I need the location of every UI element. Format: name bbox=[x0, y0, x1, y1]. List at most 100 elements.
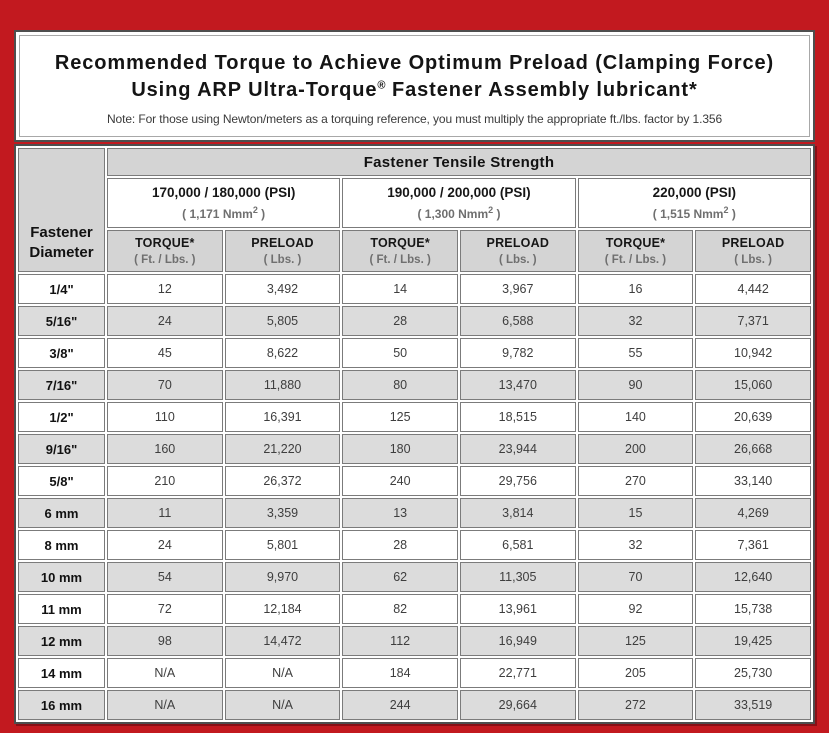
value-cell: 6,588 bbox=[459, 306, 576, 336]
psi-group-190-200: 190,000 / 200,000 (PSI) ( 1,300 Nmm2 ) bbox=[342, 178, 576, 228]
value-cell: 200 bbox=[577, 434, 694, 464]
table-row: 10 mm 54 9,970 62 11,305 70 12,640 bbox=[18, 562, 811, 592]
table-row: 16 mm N/A N/A 244 29,664 272 33,519 bbox=[18, 690, 811, 720]
value-cell: 12 bbox=[107, 274, 223, 304]
preload-column-header-1: PRELOAD ( Lbs. ) bbox=[224, 230, 341, 272]
value-cell: 12,184 bbox=[224, 594, 341, 624]
title-line2-text: Using ARP Ultra-Torque bbox=[131, 79, 378, 101]
value-cell: 32 bbox=[577, 306, 694, 336]
table-row: 1/2" 110 16,391 125 18,515 140 20,639 bbox=[18, 402, 811, 432]
value-cell: 28 bbox=[342, 306, 458, 336]
page-title-line2: Using ARP Ultra-Torque® Fastener Assembl… bbox=[131, 77, 697, 104]
page-title-line1: Recommended Torque to Achieve Optimum Pr… bbox=[54, 52, 775, 74]
value-cell: 15,738 bbox=[695, 594, 811, 624]
value-cell: 62 bbox=[342, 562, 458, 592]
value-cell: 22,771 bbox=[459, 658, 576, 688]
superscript-2: 2 bbox=[488, 205, 494, 215]
value-cell: 45 bbox=[107, 338, 223, 368]
value-cell: 160 bbox=[107, 434, 223, 464]
value-cell: 244 bbox=[342, 690, 458, 720]
value-cell: 110 bbox=[107, 402, 223, 432]
value-cell: N/A bbox=[107, 690, 223, 720]
value-cell: 14 bbox=[342, 274, 458, 304]
value-cell: 9,970 bbox=[224, 562, 341, 592]
value-cell: 12,640 bbox=[695, 562, 811, 592]
fastener-diameter-header: Fastener Diameter bbox=[18, 148, 105, 272]
table-row: 3/8" 45 8,622 50 9,782 55 10,942 bbox=[18, 338, 811, 368]
value-cell: 9,782 bbox=[459, 338, 576, 368]
value-cell: 24 bbox=[107, 306, 223, 336]
value-cell: 16,949 bbox=[459, 626, 576, 656]
value-cell: 125 bbox=[577, 626, 694, 656]
value-cell: 26,668 bbox=[695, 434, 811, 464]
torque-table-head: Fastener Diameter Fastener Tensile Stren… bbox=[18, 148, 811, 272]
value-cell: 8,622 bbox=[224, 338, 341, 368]
table-row: 9/16" 160 21,220 180 23,944 200 26,668 bbox=[18, 434, 811, 464]
nmm-value: ( 1,171 Nmm2 ) bbox=[182, 205, 266, 221]
diameter-cell: 1/2" bbox=[18, 402, 105, 432]
value-cell: 70 bbox=[577, 562, 694, 592]
value-cell: 5,801 bbox=[224, 530, 341, 560]
table-row: 1/4" 12 3,492 14 3,967 16 4,442 bbox=[18, 274, 811, 304]
value-cell: 10,942 bbox=[695, 338, 811, 368]
psi-value: 220,000 (PSI) bbox=[652, 185, 736, 200]
value-cell: 3,814 bbox=[459, 498, 576, 528]
diameter-cell: 5/16" bbox=[18, 306, 105, 336]
table-row: 11 mm 72 12,184 82 13,961 92 15,738 bbox=[18, 594, 811, 624]
table-row: 6 mm 11 3,359 13 3,814 15 4,269 bbox=[18, 498, 811, 528]
value-cell: 54 bbox=[107, 562, 223, 592]
title-line2-text-cont: Fastener Assembly lubricant* bbox=[385, 79, 698, 101]
value-cell: 18,515 bbox=[459, 402, 576, 432]
newton-meters-note: Note: For those using Newton/meters as a… bbox=[106, 112, 723, 126]
value-cell: N/A bbox=[224, 690, 341, 720]
diameter-cell: 6 mm bbox=[18, 498, 105, 528]
table-row: 12 mm 98 14,472 112 16,949 125 19,425 bbox=[18, 626, 811, 656]
value-cell: 23,944 bbox=[459, 434, 576, 464]
value-cell: 32 bbox=[577, 530, 694, 560]
value-cell: 28 bbox=[342, 530, 458, 560]
torque-column-header-1: TORQUE* ( Ft. / Lbs. ) bbox=[107, 230, 223, 272]
diameter-cell: 5/8" bbox=[18, 466, 105, 496]
superscript-2: 2 bbox=[723, 205, 729, 215]
value-cell: 140 bbox=[577, 402, 694, 432]
value-cell: 112 bbox=[342, 626, 458, 656]
diameter-cell: 7/16" bbox=[18, 370, 105, 400]
value-cell: 25,730 bbox=[695, 658, 811, 688]
value-cell: 33,519 bbox=[695, 690, 811, 720]
table-row: 8 mm 24 5,801 28 6,581 32 7,361 bbox=[18, 530, 811, 560]
psi-header-row: 170,000 / 180,000 (PSI) ( 1,171 Nmm2 ) 1… bbox=[18, 178, 811, 228]
fastener-diameter-label-line2: Diameter bbox=[29, 243, 94, 261]
table-row: 5/16" 24 5,805 28 6,588 32 7,371 bbox=[18, 306, 811, 336]
nmm-value: ( 1,300 Nmm2 ) bbox=[417, 205, 501, 221]
torque-column-header-2: TORQUE* ( Ft. / Lbs. ) bbox=[342, 230, 458, 272]
value-cell: N/A bbox=[107, 658, 223, 688]
value-cell: 29,664 bbox=[459, 690, 576, 720]
value-cell: 98 bbox=[107, 626, 223, 656]
superscript-2: 2 bbox=[252, 205, 258, 215]
value-cell: 55 bbox=[577, 338, 694, 368]
value-cell: 210 bbox=[107, 466, 223, 496]
value-cell: 5,805 bbox=[224, 306, 341, 336]
value-cell: 16,391 bbox=[224, 402, 341, 432]
value-cell: 3,359 bbox=[224, 498, 341, 528]
value-cell: 50 bbox=[342, 338, 458, 368]
value-cell: 3,492 bbox=[224, 274, 341, 304]
value-cell: 4,442 bbox=[695, 274, 811, 304]
value-cell: 80 bbox=[342, 370, 458, 400]
value-cell: 11,880 bbox=[224, 370, 341, 400]
value-cell: 15 bbox=[577, 498, 694, 528]
value-cell: 13,470 bbox=[459, 370, 576, 400]
value-cell: 205 bbox=[577, 658, 694, 688]
value-cell: 70 bbox=[107, 370, 223, 400]
psi-value: 170,000 / 180,000 (PSI) bbox=[151, 185, 296, 200]
value-cell: 20,639 bbox=[695, 402, 811, 432]
diameter-cell: 10 mm bbox=[18, 562, 105, 592]
torque-table: Fastener Diameter Fastener Tensile Stren… bbox=[14, 144, 815, 724]
value-cell: 24 bbox=[107, 530, 223, 560]
diameter-cell: 1/4" bbox=[18, 274, 105, 304]
column-header-row: TORQUE* ( Ft. / Lbs. ) PRELOAD ( Lbs. ) … bbox=[18, 230, 811, 272]
value-cell: 240 bbox=[342, 466, 458, 496]
value-cell: 72 bbox=[107, 594, 223, 624]
diameter-cell: 11 mm bbox=[18, 594, 105, 624]
value-cell: 6,581 bbox=[459, 530, 576, 560]
